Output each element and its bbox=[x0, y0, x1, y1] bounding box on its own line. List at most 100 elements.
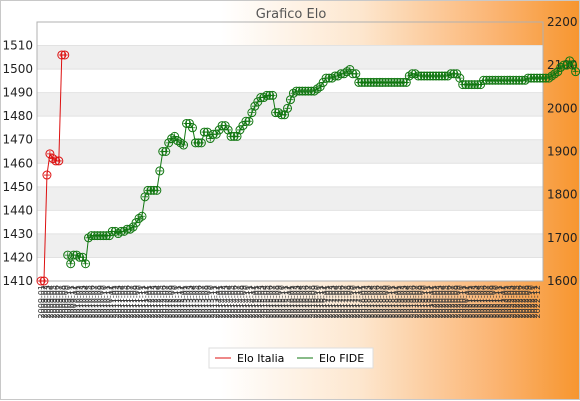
x-tick-label: 2016-05 bbox=[298, 285, 307, 318]
x-tick-label: 2022-12 bbox=[533, 285, 542, 318]
series-elo-italia bbox=[36, 50, 70, 286]
data-point-fide-cross bbox=[269, 92, 276, 99]
chart-title: Grafico Elo bbox=[256, 7, 327, 22]
data-point-fide bbox=[544, 73, 554, 83]
x-tick-label: 2019-12 bbox=[426, 285, 435, 318]
x-tick-label: 2022-09 bbox=[524, 285, 533, 318]
data-point-fide-cross bbox=[456, 75, 463, 82]
data-point-fide bbox=[81, 259, 91, 269]
y-axis-right: 1600170018001900200021002200 bbox=[547, 15, 578, 288]
x-tick-label: 2014-07 bbox=[233, 285, 242, 318]
x-tick-label: 2011-06 bbox=[123, 285, 132, 318]
x-tick-label: 2017-08 bbox=[343, 285, 352, 318]
data-point-fide bbox=[84, 233, 94, 243]
x-tick-label: 2013-06 bbox=[194, 285, 203, 318]
y-axis-left: 1410 1420 1430 1440 1450 1460 1470 1480 1490 1500… bbox=[2, 39, 33, 288]
legend: Elo Italia Elo FIDE bbox=[208, 347, 374, 369]
grid-band bbox=[37, 139, 543, 164]
data-point-fide bbox=[410, 69, 420, 79]
x-tick-label: 2021-07 bbox=[483, 285, 492, 318]
x-tick-label: 2013-10 bbox=[206, 285, 215, 318]
x-tick-label: 2012-12 bbox=[177, 285, 186, 318]
x-tick-label: 2012-03 bbox=[150, 285, 159, 318]
data-point-fide-cross bbox=[138, 213, 145, 220]
data-point-fide-cross bbox=[281, 111, 288, 118]
x-tick-label: 2017-03 bbox=[328, 285, 337, 318]
data-point-italia bbox=[60, 50, 70, 60]
data-point-fide-cross bbox=[403, 79, 410, 86]
x-tick-label: 2009-03 bbox=[43, 285, 52, 318]
data-point-fide-cross bbox=[569, 62, 576, 69]
x-tick-label: 2012-11 bbox=[174, 285, 183, 318]
data-point-italia bbox=[54, 156, 64, 166]
x-tick-label: 2021-01 bbox=[465, 285, 474, 318]
legend-label-fide: Elo FIDE bbox=[319, 352, 364, 365]
x-tick-label: 2020-03 bbox=[435, 285, 444, 318]
x-tick-label: 2020-01 bbox=[429, 285, 438, 318]
data-point-fide bbox=[556, 62, 566, 72]
x-tick-label: 2010-03 bbox=[79, 285, 88, 318]
x-tick-label: 2018-12 bbox=[390, 285, 399, 318]
x-tick-label: 2013-09 bbox=[203, 285, 212, 318]
x-tick-label: 2015-04 bbox=[260, 285, 269, 318]
x-tick-label: 2022-06 bbox=[515, 285, 524, 318]
grid-band bbox=[37, 45, 543, 70]
x-tick-label: 2017-02 bbox=[325, 285, 334, 318]
x-tick-label: 2018-08 bbox=[379, 285, 388, 318]
x-tick-label: 2010-08 bbox=[93, 285, 102, 318]
x-tick-label: 2014-08 bbox=[236, 285, 245, 318]
series-elo-fide bbox=[63, 56, 580, 269]
x-tick-label: 2020-10 bbox=[456, 285, 465, 318]
x-tick-label: 2017-12 bbox=[355, 285, 364, 318]
data-point-italia-cross bbox=[40, 278, 47, 284]
data-point-fide bbox=[520, 75, 530, 85]
x-tick-label: 2019-03 bbox=[399, 285, 408, 318]
data-point-fide bbox=[134, 213, 144, 223]
x-tick-label: 2013-05 bbox=[191, 285, 200, 318]
data-point-italia bbox=[42, 170, 52, 180]
x-tick-label: 2013-04 bbox=[188, 285, 197, 318]
y-tick-label-left: 1420 bbox=[2, 250, 33, 264]
x-tick-label: 2018-06 bbox=[373, 285, 382, 318]
y-tick-label-left: 1430 bbox=[2, 227, 33, 241]
x-tick-label: 2019-11 bbox=[423, 285, 432, 318]
x-tick-label: 2022-10 bbox=[527, 285, 536, 318]
x-tick-label: 2015-07 bbox=[269, 285, 278, 318]
x-tick-label: 2015-09 bbox=[275, 285, 284, 318]
x-tick-label: 2017-05 bbox=[334, 285, 343, 318]
data-point-fide-cross bbox=[234, 133, 241, 140]
data-point-fide-cross bbox=[153, 187, 160, 194]
y-tick-label-right: 1900 bbox=[547, 145, 578, 159]
x-tick-label: 2018-01 bbox=[358, 285, 367, 318]
data-point-fide-cross bbox=[156, 167, 163, 174]
x-tick-label: 2012-09 bbox=[168, 285, 177, 318]
x-tick-label: 2016-11 bbox=[316, 285, 325, 318]
y-tick-label-right: 2200 bbox=[547, 15, 578, 29]
x-tick-label: 2020-11 bbox=[459, 285, 468, 318]
data-point-fide bbox=[196, 138, 206, 148]
data-point-fide bbox=[125, 224, 135, 234]
x-tick-label: 2010-07 bbox=[90, 285, 99, 318]
legend-item-italia: Elo Italia bbox=[215, 352, 284, 365]
x-tick-label: 2017-06 bbox=[337, 285, 346, 318]
x-tick-label: 2019-04 bbox=[402, 285, 411, 318]
x-tick-label: 2017-01 bbox=[322, 285, 331, 318]
x-tick-label: 2016-01 bbox=[286, 285, 295, 318]
data-point-italia bbox=[48, 154, 58, 164]
x-tick-label: 2015-10 bbox=[278, 285, 287, 318]
y-tick-label-right: 1600 bbox=[547, 274, 578, 288]
x-tick-label: 2011-01 bbox=[108, 285, 117, 318]
x-tick-label: 2013-03 bbox=[186, 285, 195, 318]
x-tick-label: 2018-09 bbox=[382, 285, 391, 318]
data-point-fide-cross bbox=[284, 105, 291, 112]
data-point-fide-cross bbox=[180, 142, 187, 149]
x-tick-label: 2021-08 bbox=[485, 285, 494, 318]
x-tick-label: 2019-10 bbox=[420, 285, 429, 318]
x-tick-label: 2019-08 bbox=[414, 285, 423, 318]
data-point-fide bbox=[176, 138, 186, 148]
data-point-fide bbox=[283, 103, 293, 113]
x-tick-label: 2012-01 bbox=[144, 285, 153, 318]
x-tick-label: 2016-10 bbox=[313, 285, 322, 318]
x-tick-label: 2021-11 bbox=[494, 285, 503, 318]
grid-band bbox=[37, 210, 543, 234]
